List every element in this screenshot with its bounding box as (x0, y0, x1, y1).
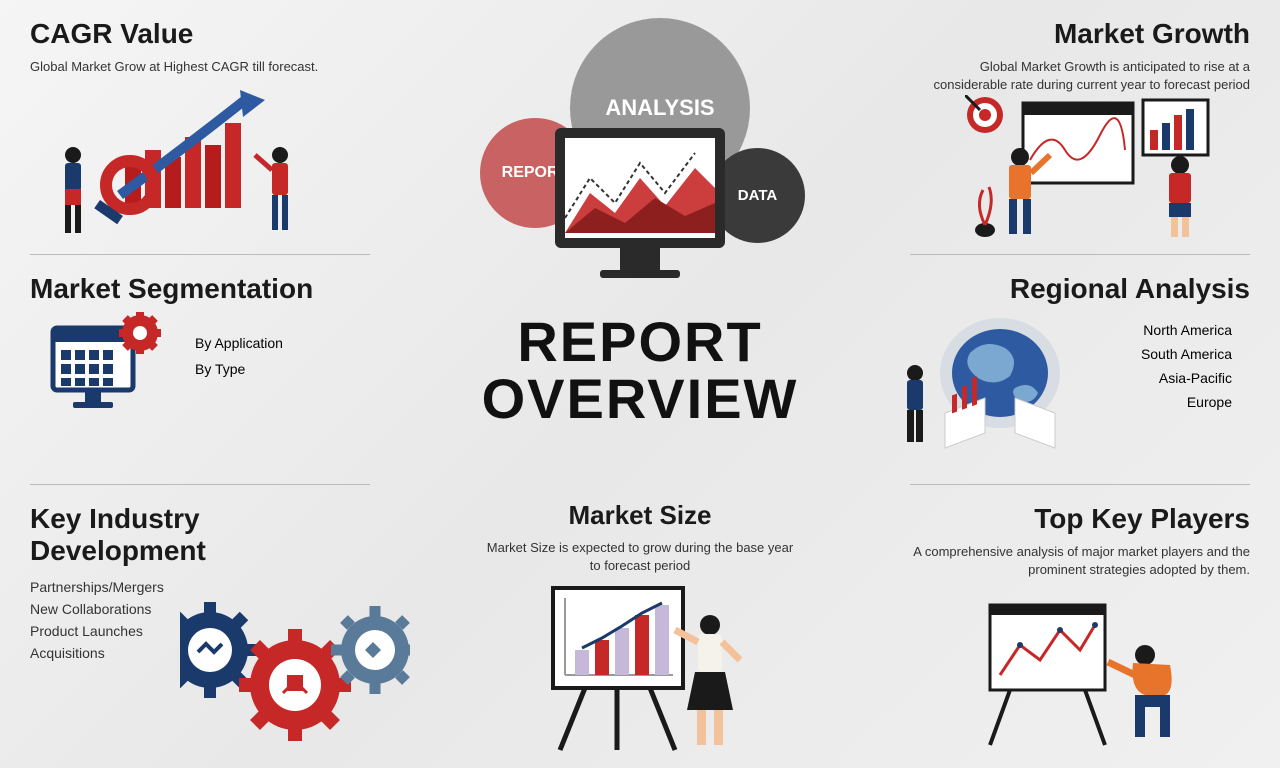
growth-illustration (965, 95, 1225, 245)
hero-graphic: ANALYSIS REPORT DATA (480, 48, 800, 298)
hero-title-line2: OVERVIEW (482, 367, 799, 430)
bullet: North America (1141, 322, 1232, 338)
top-players-title: Top Key Players (910, 503, 1250, 535)
hero-title-line1: REPORT (517, 310, 762, 373)
regional-bullets: North America South America Asia-Pacific… (1141, 322, 1232, 418)
growth-desc: Global Market Growth is anticipated to r… (910, 58, 1250, 94)
cagr-title: CAGR Value (30, 18, 370, 50)
market-size-illustration (545, 580, 755, 760)
monitor-icon (555, 128, 725, 248)
segmentation-illustration (45, 310, 165, 430)
growth-title: Market Growth (910, 18, 1250, 50)
regional-illustration (890, 298, 1080, 468)
key-industry-illustration (180, 595, 410, 755)
key-industry-title: Key Industry Development (30, 503, 370, 567)
data-label: DATA (738, 187, 777, 204)
market-size-title: Market Size (400, 500, 880, 531)
cagr-illustration (55, 85, 315, 245)
segmentation-title: Market Segmentation (30, 273, 370, 305)
bullet: By Type (195, 361, 283, 377)
hero-title: REPORT OVERVIEW (482, 313, 799, 427)
bullet: South America (1141, 346, 1232, 362)
bullet: Partnerships/Mergers (30, 579, 370, 595)
bullet: By Application (195, 335, 283, 351)
monitor-base (600, 270, 680, 278)
bullet: Asia-Pacific (1141, 370, 1232, 386)
analysis-label: ANALYSIS (605, 95, 714, 121)
top-players-desc: A comprehensive analysis of major market… (910, 543, 1250, 579)
top-players-illustration (980, 600, 1200, 760)
market-size-desc: Market Size is expected to grow during t… (480, 539, 800, 575)
segmentation-bullets: By Application By Type (195, 335, 283, 387)
hero-section: ANALYSIS REPORT DATA REPORT OVERVIEW (400, 0, 880, 485)
cagr-desc: Global Market Grow at Highest CAGR till … (30, 58, 370, 76)
bullet: Europe (1141, 394, 1232, 410)
